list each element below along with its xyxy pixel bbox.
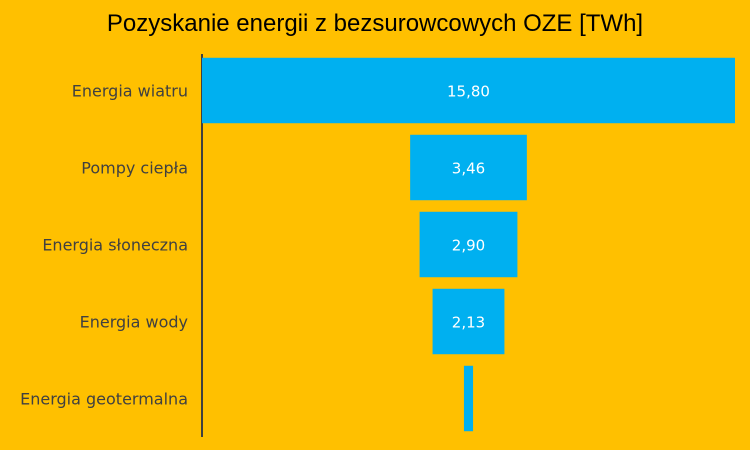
bar-4 xyxy=(463,365,474,432)
bar-3 xyxy=(432,288,505,355)
category-label-3: Energia wody xyxy=(80,313,188,332)
bar-0 xyxy=(202,57,735,124)
category-label-0: Energia wiatru xyxy=(72,82,188,101)
bar-1 xyxy=(410,134,527,201)
data-label-0: 15,80 xyxy=(447,83,490,101)
data-label-3: 2,13 xyxy=(452,314,485,332)
data-label-1: 3,46 xyxy=(452,160,485,178)
category-label-2: Energia słoneczna xyxy=(42,236,188,255)
data-label-2: 2,90 xyxy=(452,237,485,255)
bar-2 xyxy=(419,211,518,278)
category-label-4: Energia geotermalna xyxy=(20,390,188,409)
chart-title: Pozyskanie energii z bezsurowcowych OZE … xyxy=(106,10,644,37)
category-label-1: Pompy ciepła xyxy=(81,159,188,178)
